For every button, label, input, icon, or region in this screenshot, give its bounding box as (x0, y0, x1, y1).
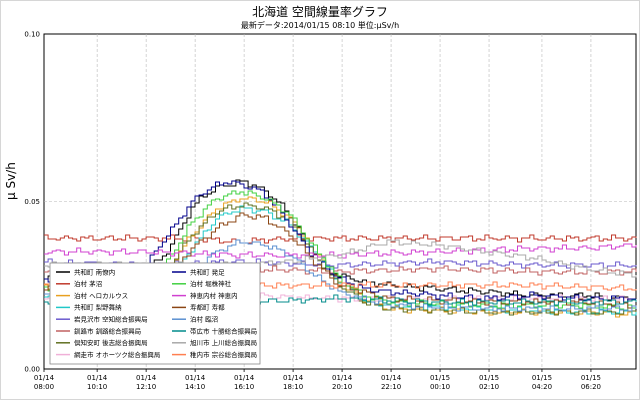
y-tick-label: 0.00 (24, 366, 40, 374)
x-tick-label-date: 01/14 (136, 374, 157, 382)
chart-subtitle: 最新データ:2014/01/15 08:10 単位:μSv/h (240, 21, 400, 30)
x-tick-label-date: 01/15 (430, 374, 450, 382)
x-tick-label-time: 06:20 (581, 383, 601, 391)
legend-entry: 泊村 臨沼 (190, 315, 218, 324)
legend-box (49, 262, 261, 365)
y-tick-label: 0.05 (24, 198, 40, 206)
chart-title: 北海道 空間線量率グラフ (252, 5, 388, 19)
x-tick-label-time: 00:10 (430, 383, 450, 391)
series-line (44, 234, 637, 244)
x-tick-label-date: 01/15 (532, 374, 552, 382)
x-tick-label-date: 01/14 (283, 374, 304, 382)
x-tick-label-date: 01/15 (581, 374, 601, 382)
legend-entry: 稚内市 宗谷総合振興局 (190, 350, 257, 359)
legend-entry: 泊村 堀株神社 (190, 279, 232, 288)
x-tick-label-date: 01/14 (87, 374, 108, 382)
x-tick-label-time: 16:10 (234, 383, 254, 391)
legend-entry: 岩見沢市 空知総合振興局 (74, 315, 148, 324)
x-tick-label-time: 22:10 (381, 383, 401, 391)
legend-entry: 網走市 オホーツク総合振興局 (74, 350, 160, 359)
x-tick-label-time: 12:10 (136, 383, 156, 391)
legend-entry: 旭川市 上川総合振興局 (190, 338, 257, 347)
legend-entry: 倶知安町 後志総合振興局 (74, 338, 148, 347)
x-tick-label-time: 20:10 (332, 383, 352, 391)
x-tick-label-time: 18:10 (283, 383, 303, 391)
x-tick-label-time: 14:10 (185, 383, 205, 391)
x-tick-label-date: 01/14 (381, 374, 402, 382)
legend-entry: 寿都町 寿都 (190, 303, 225, 312)
legend-entry: 泊村 ヘロカルウス (74, 291, 128, 300)
legend-entry: 神恵内村 神恵内 (190, 291, 238, 300)
x-tick-label-date: 01/14 (234, 374, 255, 382)
x-tick-label-date: 01/15 (479, 374, 499, 382)
x-tick-label-time: 02:10 (479, 383, 499, 391)
y-tick-label: 0.10 (24, 31, 40, 39)
legend-entry: 釧路市 釧路総合振興局 (74, 326, 141, 335)
x-tick-label-time: 04:20 (532, 383, 552, 391)
x-tick-label-date: 01/14 (332, 374, 353, 382)
legend-entry: 泊村 茅沼 (74, 279, 102, 288)
x-tick-label-time: 08:00 (34, 383, 54, 391)
legend-entry: 共和町 南僚内 (74, 267, 115, 276)
x-tick-label-date: 01/14 (185, 374, 206, 382)
x-tick-label-date: 01/14 (34, 374, 55, 382)
legend-entry: 共和町 発足 (190, 267, 225, 276)
legend-entry: 共和町 梨野舞納 (74, 303, 122, 312)
legend-entry: 帯広市 十勝総合振興局 (190, 326, 257, 335)
x-tick-label-time: 10:10 (87, 383, 107, 391)
